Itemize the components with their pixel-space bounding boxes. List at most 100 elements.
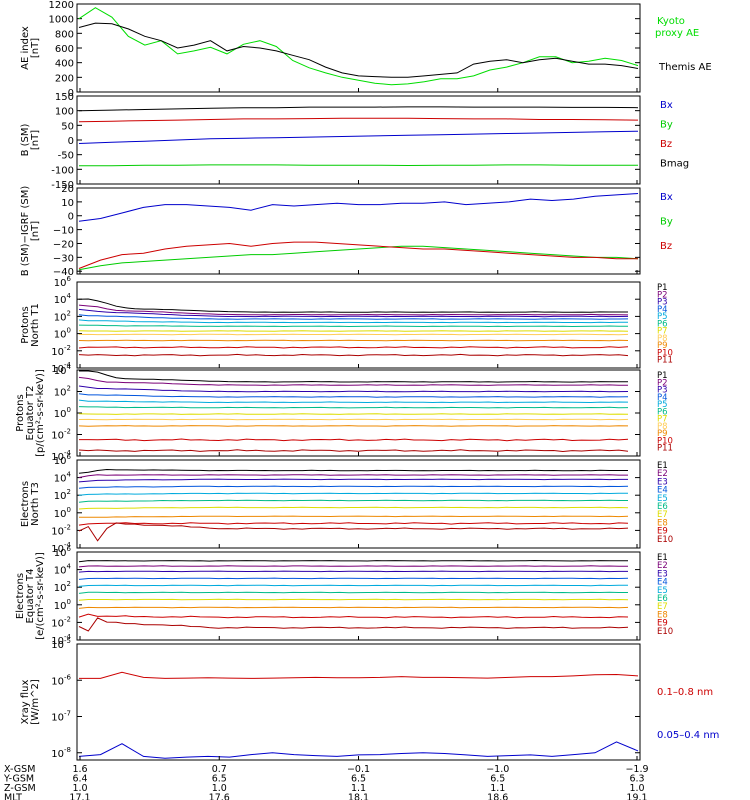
series-line-p10 — [78, 346, 629, 349]
series-line-p11 — [78, 449, 629, 453]
y-tick-label: 10-2 — [51, 428, 71, 442]
series-line-e8 — [78, 606, 629, 609]
legend-label: P8 — [657, 334, 668, 344]
y-tick-label: 50 — [61, 121, 74, 132]
series-line-e2 — [78, 474, 628, 478]
legend-label: P4 — [657, 393, 668, 403]
legend-label: Bz — [660, 241, 672, 252]
legend-label: E5 — [657, 586, 668, 596]
legend-label: E7 — [657, 510, 668, 520]
y-axis-label: North T1 — [30, 303, 41, 347]
y-tick-label: 150 — [55, 92, 74, 103]
y-tick-label: −20 — [53, 239, 74, 250]
series-line-e10 — [78, 522, 629, 542]
legend-label: E1 — [657, 461, 668, 471]
series-line-bx — [78, 193, 639, 222]
y-axis-label: [nT] — [30, 221, 41, 241]
x-axis-tick-value: 1.0 — [72, 783, 87, 794]
panel-frame — [76, 3, 641, 93]
series-line-e4 — [78, 577, 629, 580]
legend-label: E10 — [657, 627, 673, 637]
legend-label: P1 — [657, 283, 668, 293]
legend-label: 0.1–0.8 nm — [657, 687, 713, 698]
y-tick-label: 106 — [54, 453, 72, 467]
y-axis-label: Equator T2 — [25, 386, 36, 441]
series-line-e9 — [78, 522, 629, 526]
y-tick-label: 10-7 — [51, 710, 71, 724]
y-tick-label: 104 — [54, 471, 72, 485]
legend-label: E9 — [657, 527, 668, 537]
series-line-p7 — [78, 330, 629, 332]
legend-label: P10 — [657, 436, 673, 446]
series-line-p8 — [78, 418, 629, 421]
x-axis-tick-value: 6.5 — [212, 774, 227, 785]
legend-label: Bmag — [660, 159, 689, 170]
series-line-e7 — [78, 598, 629, 601]
series-line-p3 — [78, 385, 629, 393]
x-axis-tick-value: 6.3 — [629, 774, 644, 785]
y-tick-label: 104 — [54, 292, 72, 306]
series-line-e3 — [78, 570, 628, 573]
legend-label: P2 — [657, 378, 668, 388]
y-tick-label: 102 — [54, 385, 71, 399]
y-tick-label: 102 — [54, 309, 71, 323]
y-tick-label: −10 — [53, 226, 74, 237]
series-line-e2 — [78, 565, 629, 568]
y-tick-label: 100 — [55, 107, 74, 118]
y-axis-label: AE index — [20, 26, 31, 70]
y-tick-label: 100 — [54, 327, 71, 341]
legend-label: P4 — [657, 305, 668, 315]
x-axis-row-label: Y-GSM — [3, 774, 34, 785]
y-tick-label: -50 — [58, 151, 74, 162]
legend-label: P11 — [657, 356, 673, 366]
legend-label: P10 — [657, 348, 673, 358]
y-tick-label: 106 — [54, 275, 72, 289]
y-tick-label: 106 — [54, 545, 72, 559]
series-line-p6 — [78, 324, 628, 328]
legend-label: P3 — [657, 386, 668, 396]
y-axis-label: North T3 — [30, 482, 41, 526]
series-line-bx — [78, 130, 639, 144]
series-line-e10 — [78, 617, 629, 632]
series-line-bmag — [78, 106, 639, 112]
y-tick-label: 1000 — [49, 15, 74, 26]
legend-label: P6 — [657, 407, 668, 417]
y-tick-label: 10-8 — [51, 746, 71, 760]
series-line-p4 — [78, 393, 629, 398]
panel-3: 20 10 0 −10 −20 −30 −40 B (SM)−IGRF (SM) [nT] Bx B… — [20, 184, 673, 278]
x-axis-tick-value: 17.6 — [209, 793, 230, 800]
legend-label: 0.05–0.4 nm — [657, 730, 719, 741]
series-line-p9 — [78, 425, 629, 427]
y-tick-label: 0 — [68, 88, 74, 99]
y-tick-label: 100 — [54, 406, 71, 420]
series-line-p9 — [78, 339, 629, 342]
series-line-bz — [78, 241, 638, 269]
series-line-themis-ae — [78, 22, 639, 78]
x-axis-tick-value: 1.0 — [212, 783, 227, 794]
x-axis-tick-value: 1.6 — [72, 764, 87, 775]
legend-label: E1 — [657, 553, 668, 563]
series-line-e3 — [78, 478, 628, 483]
series-line-e9 — [78, 613, 629, 619]
legend-label: P2 — [657, 290, 668, 300]
series-line-p3 — [78, 308, 629, 318]
y-tick-label: 0 — [68, 212, 74, 223]
series-line-bz — [78, 117, 639, 123]
legend-label: Bx — [660, 100, 673, 111]
legend-label: E8 — [657, 518, 668, 528]
series-line-e5 — [78, 584, 629, 587]
series-line-p7 — [78, 413, 629, 415]
legend-label: P8 — [657, 422, 668, 432]
y-tick-label: 104 — [54, 363, 72, 377]
series-line-by — [78, 245, 639, 271]
series-line-p11 — [78, 353, 629, 357]
y-tick-label: −30 — [53, 253, 74, 264]
y-tick-label: 10 — [61, 198, 74, 209]
legend-label: Themis AE — [658, 62, 712, 73]
series-line-0-1-0-8-nm — [79, 671, 639, 679]
y-axis-label: [W/m^2] — [30, 679, 41, 725]
